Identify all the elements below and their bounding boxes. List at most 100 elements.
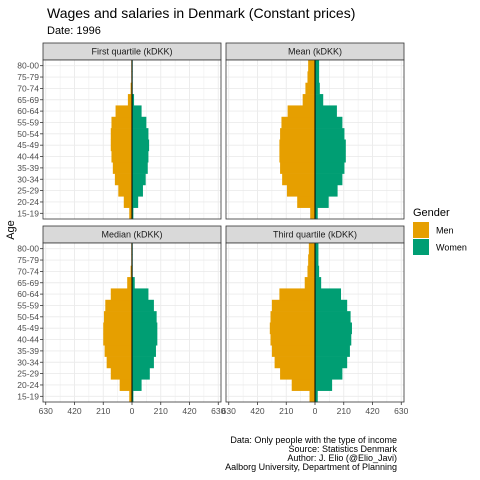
bar-women bbox=[132, 207, 134, 220]
y-tick-label: 60-64 bbox=[17, 106, 39, 116]
bar-women bbox=[315, 150, 346, 163]
bar-men bbox=[310, 207, 315, 220]
bar-women bbox=[132, 184, 143, 197]
x-tick-label: 210 bbox=[337, 406, 351, 416]
x-tick-label: 210 bbox=[279, 406, 293, 416]
bar-women bbox=[315, 184, 338, 197]
bar-men bbox=[270, 333, 315, 346]
bar-women bbox=[315, 333, 352, 346]
y-tick-label: 55-59 bbox=[17, 300, 39, 310]
bar-men bbox=[279, 150, 315, 163]
bar-men bbox=[286, 184, 315, 197]
y-tick-label: 80-00 bbox=[17, 61, 39, 71]
bar-women bbox=[315, 105, 337, 118]
x-tick-label: 630 bbox=[394, 406, 408, 416]
panel-border bbox=[225, 59, 405, 220]
bar-women bbox=[132, 173, 146, 186]
bar-men bbox=[280, 128, 315, 140]
bar-women bbox=[315, 207, 318, 220]
y-tick-label: 40-44 bbox=[17, 152, 39, 162]
bar-men bbox=[279, 288, 315, 301]
y-tick-label: 15-19 bbox=[17, 208, 39, 218]
legend-swatch-men bbox=[413, 222, 429, 238]
bar-women bbox=[132, 367, 150, 380]
facet-strip-label: Third quartile (kDKK) bbox=[273, 230, 357, 240]
panel-border bbox=[42, 59, 222, 220]
bar-men bbox=[282, 173, 315, 186]
y-tick-label: 20-24 bbox=[17, 380, 39, 390]
bar-women bbox=[315, 265, 320, 278]
bar-men bbox=[105, 299, 132, 312]
bar-men bbox=[291, 379, 315, 391]
bar-women bbox=[315, 379, 333, 391]
bar-men bbox=[110, 128, 132, 140]
bar-women bbox=[315, 367, 343, 380]
bar-women bbox=[132, 379, 142, 391]
bar-women bbox=[132, 162, 148, 174]
y-tick-label: 65-69 bbox=[17, 278, 39, 288]
bar-men bbox=[307, 71, 315, 84]
bar-women bbox=[132, 196, 139, 208]
bar-women bbox=[315, 299, 348, 312]
bar-women bbox=[315, 82, 320, 95]
bar-women bbox=[315, 311, 351, 323]
bar-men bbox=[130, 82, 132, 95]
bar-men bbox=[304, 277, 315, 289]
y-tick-label: 45-49 bbox=[17, 323, 39, 333]
x-tick-label: 420 bbox=[182, 406, 196, 416]
bar-men bbox=[111, 150, 132, 163]
x-tick-label: 420 bbox=[365, 406, 379, 416]
x-tick-label: 630 bbox=[222, 406, 236, 416]
bar-women bbox=[315, 345, 350, 357]
x-tick-label: 420 bbox=[67, 406, 81, 416]
y-tick-label: 70-74 bbox=[17, 83, 39, 93]
bar-men bbox=[112, 162, 132, 174]
bar-women bbox=[315, 162, 345, 174]
caption-line-data: Data: Only people with the type of incom… bbox=[230, 435, 397, 445]
y-tick-label: 60-64 bbox=[17, 289, 39, 299]
x-tick-label: 420 bbox=[250, 406, 264, 416]
legend-title: Gender bbox=[413, 207, 450, 219]
bar-women bbox=[132, 390, 134, 403]
bar-men bbox=[130, 265, 132, 278]
bar-women bbox=[315, 356, 348, 369]
caption-line-source: Source: Statistics Denmark bbox=[288, 444, 397, 454]
bar-men bbox=[279, 139, 315, 152]
bar-men bbox=[110, 139, 132, 152]
bar-men bbox=[307, 265, 315, 278]
bar-women bbox=[132, 150, 149, 163]
bar-men bbox=[305, 82, 315, 95]
bar-women bbox=[132, 288, 149, 301]
bar-men bbox=[115, 105, 132, 118]
bar-men bbox=[129, 390, 132, 403]
y-tick-label: 75-79 bbox=[17, 72, 39, 82]
bar-men bbox=[127, 277, 132, 289]
bar-men bbox=[271, 345, 315, 357]
bar-women bbox=[315, 116, 343, 129]
bar-women bbox=[132, 116, 147, 129]
facet-strip-label: Mean (kDKK) bbox=[288, 47, 342, 57]
y-tick-label: 55-59 bbox=[17, 117, 39, 127]
bar-men bbox=[129, 207, 132, 220]
caption-line-author: Author: J. Elio (@Elio_Javi) bbox=[287, 453, 397, 463]
bar-men bbox=[274, 356, 315, 369]
y-tick-label: 65-69 bbox=[17, 95, 39, 105]
bar-men bbox=[123, 196, 132, 208]
bar-men bbox=[103, 322, 132, 335]
legend-swatch-women bbox=[413, 239, 429, 255]
bar-men bbox=[270, 311, 315, 323]
bar-men bbox=[118, 184, 132, 197]
bar-women bbox=[315, 71, 320, 84]
facet-strip-label: Median (kDKK) bbox=[101, 230, 162, 240]
y-tick-label: 30-34 bbox=[17, 357, 39, 367]
bar-women bbox=[315, 173, 343, 186]
bar-men bbox=[110, 367, 132, 380]
bar-men bbox=[103, 333, 132, 346]
bar-women bbox=[315, 254, 319, 267]
chart-caption: Data: Only people with the type of incom… bbox=[225, 436, 397, 472]
bar-men bbox=[297, 196, 315, 208]
bar-men bbox=[106, 356, 132, 369]
bar-women bbox=[132, 105, 142, 118]
x-tick-label: 210 bbox=[96, 406, 110, 416]
bar-men bbox=[127, 94, 132, 106]
